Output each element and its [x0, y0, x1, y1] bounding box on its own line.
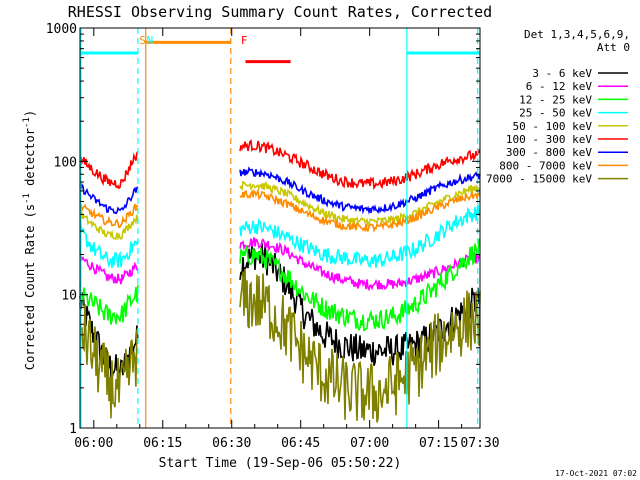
series-lines: [79, 139, 481, 423]
series-line-5-seg-0: [79, 150, 139, 190]
x-tick-label-2: 06:30: [212, 436, 251, 451]
series-line-5-seg-1: [239, 139, 481, 191]
series-line-7-seg-0: [79, 203, 139, 229]
axes: 1 10 100 1000 06:00 06:15 06:30 06:45 07:00 07:15…: [46, 22, 500, 451]
legend-label-4: 50 - 100 keV: [513, 120, 593, 133]
y-tick-label-0: 1: [69, 422, 77, 437]
series-line-2-seg-1: [239, 238, 481, 332]
series-line-6-seg-1: [239, 166, 481, 215]
series-line-1-seg-1: [239, 237, 481, 292]
x-axis-label: Start Time (19-Sep-06 05:50:22): [159, 456, 402, 471]
annotation-S: S: [139, 34, 146, 47]
legend-label-6: 300 - 800 keV: [506, 146, 592, 159]
series-line-4-seg-1: [239, 180, 481, 227]
y-axis-label-sup1: -1: [22, 193, 32, 204]
y-axis-label: Corrected Count Rate (s-1 detector-1): [22, 110, 37, 370]
annotation-N: N: [147, 34, 154, 47]
series-line-7-seg-1: [239, 187, 481, 234]
series-line-1-seg-0: [79, 252, 139, 285]
x-tick-label-3: 06:45: [281, 436, 320, 451]
series-line-3-seg-0: [79, 223, 139, 269]
y-tick-label-3: 1000: [46, 22, 77, 37]
series-line-6-seg-0: [79, 182, 139, 215]
legend-label-3: 25 - 50 keV: [519, 107, 592, 120]
plot-frame: [79, 27, 481, 429]
legend-header-line2: Att 0: [597, 41, 630, 54]
x-tick-label-0: 06:00: [74, 436, 113, 451]
y-axis-label-mid: detector: [23, 128, 37, 193]
legend-label-0: 3 - 6 keV: [532, 67, 592, 80]
footer-date: 17-Oct-2021 07:02: [555, 469, 637, 478]
y-tick-label-1: 10: [61, 289, 77, 304]
legend-label-5: 100 - 300 keV: [506, 133, 592, 146]
x-tick-label-4: 07:00: [350, 436, 389, 451]
y-axis-label-main: Corrected Count Rate (s: [23, 204, 37, 370]
annotation-F: F: [241, 34, 248, 47]
legend-label-2: 12 - 25 keV: [519, 93, 592, 106]
y-tick-label-2: 100: [54, 155, 77, 170]
x-tick-label-5: 07:15: [419, 436, 458, 451]
series-line-0-seg-1: [239, 243, 481, 366]
chart-title: RHESSI Observing Summary Count Rates, Co…: [68, 3, 492, 21]
legend-label-1: 6 - 12 keV: [526, 80, 593, 93]
series-line-3-seg-1: [239, 204, 481, 269]
series-line-2-seg-0: [79, 284, 139, 325]
series-line-8-seg-0: [79, 302, 139, 419]
legend-label-7: 800 - 7000 keV: [499, 159, 592, 172]
series-line-8-seg-1: [239, 268, 481, 423]
legend-header-line1: Det 1,3,4,5,6,9,: [524, 28, 630, 41]
x-tick-label-1: 06:15: [143, 436, 182, 451]
legend-label-8: 7000 - 15000 keV: [486, 173, 592, 186]
y-axis-label-end: ): [23, 110, 37, 117]
x-tick-label-6: 07:30: [460, 436, 499, 451]
series-line-4-seg-0: [79, 212, 139, 241]
y-axis-label-sup2: -1: [22, 117, 32, 128]
